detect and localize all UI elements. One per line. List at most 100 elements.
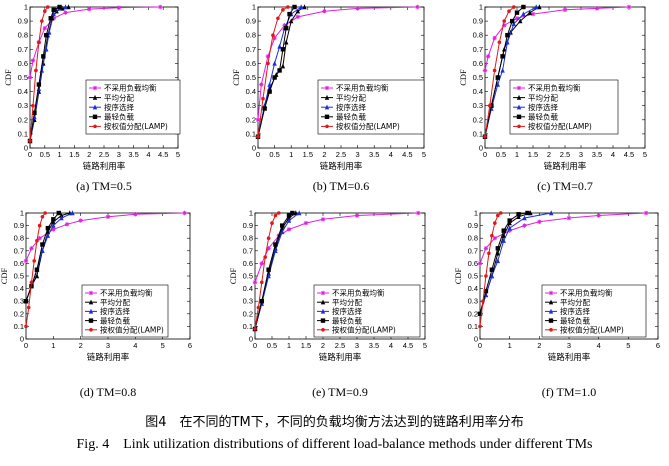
data-point [78,218,83,223]
data-point [252,280,258,285]
data-point [514,16,520,21]
data-point [486,54,491,59]
y-tick-label: 0.4 [243,284,253,293]
legend-label: 按权值分配(LAMP) [560,325,624,335]
data-point [266,246,271,251]
x-tick-label: 2 [322,150,326,159]
legend-box [85,79,181,135]
legend-label: 不采用负载均衡 [332,288,385,298]
x-axis-label: 链路利用率 [83,161,126,172]
legend-marker [324,104,330,110]
x-tick-label: 3.5 [369,341,379,350]
figure-caption-cn: 图4 在不同的TM下，不同的负载均衡方法达到的链路利用率分布 [145,415,524,430]
data-point [489,267,495,272]
series-5 [28,5,50,143]
data-point [23,258,29,264]
chart-panel-5: 0 0.5 1 1.5 2 2.5 3 3.5 4 4.5 5 0 0.1 0.2 0.3 0.4 0.5 0.6… [228,209,427,400]
series-1 [477,210,649,266]
data-point [286,217,292,223]
data-point [255,117,261,122]
data-point [521,4,526,10]
y-tick-label: 0.6 [243,259,253,268]
x-tick-label: 3.5 [128,150,138,159]
panel-subtitle: (c) TM=0.7 [537,179,593,193]
data-point [481,299,485,304]
data-point [34,273,40,279]
data-point [514,10,520,15]
legend-label: 平均分配 [560,297,590,307]
chart-panel-1: 0 0.5 1 1.5 2 2.5 3 3.5 4 4.5 5 0 0.1 0.2 0.3 0.4 0.5 0.6… [3,3,181,193]
x-tick-label: 5 [643,150,647,159]
series-5 [253,211,281,331]
data-point [282,23,287,28]
y-tick-label: 0 [474,335,478,344]
legend-label: 最轻负载 [336,112,366,122]
data-point [259,261,264,266]
x-tick-label: 2 [87,150,91,159]
legend-marker [548,318,554,323]
y-tick-label: 0.7 [473,45,483,54]
data-point [43,9,47,14]
data-point [261,96,265,101]
legend-label: 平均分配 [528,92,558,102]
x-tick-label: 2 [79,341,83,350]
data-point [505,39,510,45]
data-point [522,215,527,221]
data-point [270,221,274,225]
data-point [293,210,298,216]
data-point [507,220,512,226]
data-point [525,210,530,216]
series-5 [483,5,516,139]
data-point [495,258,500,264]
y-tick-label: 0.3 [18,101,28,110]
legend-marker [549,328,553,332]
legend-marker [548,308,554,314]
data-point [66,4,71,10]
legend-label: 按权值分配(LAMP) [100,325,164,335]
x-tick-label: 0 [256,150,260,159]
y-tick-label: 0.1 [243,322,253,331]
data-point [501,228,506,233]
x-tick-label: 5 [161,341,165,350]
data-point [290,210,295,216]
legend-label: 不采用负载均衡 [560,288,613,298]
data-point [501,238,506,243]
x-tick-label: 0 [28,150,32,159]
data-point [322,9,327,14]
y-tick-label: 0.9 [468,221,478,230]
data-point [495,75,500,80]
data-point [36,82,42,87]
data-point [297,210,302,216]
series-1 [23,210,187,264]
x-tick-label: 0.5 [269,150,279,159]
data-point [518,18,523,24]
legend-box [313,284,421,338]
x-tick-label: 2.5 [336,150,346,159]
y-tick-label: 1 [474,209,478,218]
data-point [507,218,512,223]
data-point [116,5,121,10]
y-tick-label: 0 [20,335,24,344]
data-point [256,134,260,139]
legend-marker [516,114,522,119]
data-point [40,214,45,219]
y-axis-label: CDF [453,267,463,284]
data-point [302,4,307,10]
x-tick-label: 0.5 [496,150,506,159]
y-tick-label: 0.8 [468,234,478,243]
x-tick-label: 3 [106,341,110,350]
legend-marker [320,299,326,305]
x-tick-label: 5 [176,150,180,159]
data-point [511,21,516,27]
x-tick-label: 0 [483,150,487,159]
data-point [512,5,516,9]
data-point [51,16,56,21]
data-point [594,6,600,11]
y-tick-label: 0 [24,144,28,153]
y-tick-label: 0.4 [473,87,483,96]
data-point [45,225,51,231]
y-tick-label: 0.8 [243,234,253,243]
data-point [35,238,39,243]
legend-label: 按权值分配(LAMP) [332,325,396,335]
